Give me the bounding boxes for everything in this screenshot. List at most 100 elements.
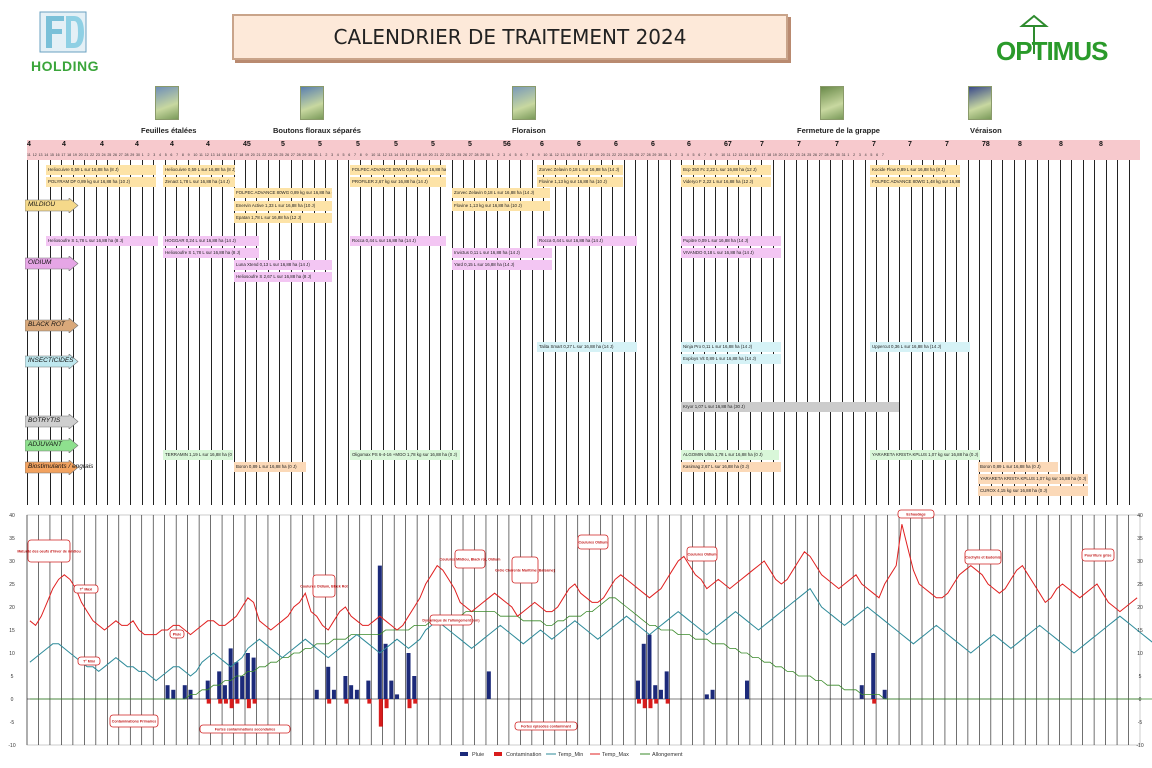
day-label: 26	[463, 153, 468, 157]
day-label: 2	[147, 153, 150, 157]
day-label: 14	[216, 153, 221, 157]
rain-bar	[343, 676, 348, 699]
y-tick-left: 25	[9, 582, 15, 588]
treatment-entry: Ninja Pro 0,11 L sur 16,88 ha (14 J)	[681, 342, 781, 352]
annotation-text: Maturité des oeufs d'hiver de mildiou	[17, 550, 80, 554]
day-label: 18	[239, 153, 244, 157]
grid-line	[841, 160, 843, 505]
grid-line	[417, 160, 419, 505]
day-label: 1	[141, 153, 144, 157]
day-label: 16	[577, 153, 582, 157]
grid-line	[956, 160, 958, 505]
grid-line	[543, 160, 545, 505]
contamination-bar	[344, 699, 349, 704]
annotation-box	[169, 629, 185, 639]
rain-bar	[486, 671, 491, 699]
rain-bar	[383, 643, 388, 699]
day-label: 14	[394, 153, 399, 157]
month-label: 5	[431, 141, 435, 148]
y-tick-right: 0	[1139, 697, 1142, 703]
grid-line	[887, 160, 889, 505]
grid-line	[749, 160, 751, 505]
fd-logo-icon	[39, 11, 87, 53]
grid-line	[944, 160, 946, 505]
rain-bar	[165, 685, 170, 699]
chart-annotation: Maturité des oeufs d'hiver de mildiou	[17, 539, 81, 563]
day-label: 6	[520, 153, 523, 157]
grid-line	[1105, 160, 1107, 505]
day-label: 22	[790, 153, 795, 157]
y-tick-right: 20	[1137, 605, 1143, 611]
treatment-entry: TERRAMIN 1,19 L sur 16,88 ha (0 J)	[163, 450, 233, 460]
contamination-bar	[246, 699, 251, 709]
day-label: 29	[652, 153, 657, 157]
category-label: BOTRYTIS	[28, 417, 61, 424]
month-label: 4	[135, 141, 139, 148]
contamination-bar	[229, 699, 234, 709]
grid-line	[1048, 160, 1050, 505]
stage-photo	[512, 86, 536, 120]
grid-line	[589, 160, 591, 505]
day-label: 22	[612, 153, 617, 157]
rain-bar	[366, 680, 371, 699]
treatment-entry: POLYRAM DF 0,89 kg sur 16,88 ha (10 J)	[46, 177, 156, 187]
category-arrow-icon	[24, 459, 79, 480]
chart-annotation: Pourriture grise	[1081, 548, 1115, 562]
chart-annotation: Coulures Oïdium	[577, 534, 609, 550]
stage-label: Floraison	[512, 126, 546, 135]
annotation-box	[312, 574, 336, 598]
day-label: 16	[55, 153, 60, 157]
treatment-entry: Heliosoufre S 2,67 L sur 16,88 ha (8 J)	[234, 272, 332, 282]
day-label: 15	[49, 153, 54, 157]
annotation-box	[686, 546, 718, 562]
treatment-entry: PROFILER 2,67 kg sur 16,88 ha (14 J)	[350, 177, 446, 187]
rain-bar	[871, 653, 876, 699]
rain-bar	[314, 689, 319, 699]
day-label: 16	[405, 153, 410, 157]
contamination-bar	[235, 699, 240, 704]
grid-line	[1013, 160, 1015, 505]
day-label: 16	[227, 153, 232, 157]
treatment-entry: Oligomax PS 6-4-16 +MGO 1,78 kg sur 16,8…	[350, 450, 460, 460]
y-tick-right: 5	[1139, 674, 1142, 680]
month-label: 4	[62, 141, 66, 148]
category-arrow-icon	[24, 197, 79, 218]
month-label: 8	[1018, 141, 1022, 148]
treatment-entry: Boron 0,89 L sur 16,88 ha (0 J)	[978, 462, 1058, 472]
day-label: 11	[726, 153, 731, 157]
day-label: 12	[204, 153, 209, 157]
grid-line	[27, 160, 28, 505]
plot-area	[26, 514, 1141, 746]
month-label: 7	[760, 141, 764, 148]
grid-line	[440, 160, 442, 505]
grid-line	[1059, 160, 1061, 505]
day-label: 20	[428, 153, 433, 157]
day-label: 7	[703, 153, 706, 157]
grid-line	[681, 160, 683, 505]
day-label: 13	[210, 153, 215, 157]
treatment-entry: FOLPEC ADVANCE 80WG 1,48 kg sur 16,88 ha…	[870, 177, 960, 187]
stage-photo	[820, 86, 844, 120]
day-label: 21	[256, 153, 261, 157]
day-label: 18	[589, 153, 594, 157]
day-label: 10	[371, 153, 376, 157]
chart-annotation: Fortes contaminations secondaires	[199, 724, 291, 734]
grid-line	[474, 160, 476, 505]
grid-line	[84, 160, 86, 505]
day-label: 1	[319, 153, 322, 157]
day-label: 12	[382, 153, 387, 157]
month-label: 8	[1099, 141, 1103, 148]
treatment-entry: Boron 0,89 L sur 16,88 ha (0 J)	[234, 462, 306, 472]
grid-line	[899, 160, 901, 505]
month-label: 6	[540, 141, 544, 148]
treatment-entry: Epatan 1,78 L sur 16,88 ha (12 J)	[234, 213, 332, 223]
day-label: 7	[881, 153, 884, 157]
day-label: 30	[835, 153, 840, 157]
month-label: 4	[206, 141, 210, 148]
month-label: 4	[170, 141, 174, 148]
annotation-box	[514, 721, 578, 731]
annotation-box	[897, 509, 935, 519]
grid-line	[703, 160, 705, 505]
grid-line	[726, 160, 728, 505]
treatment-entry: Pupitre 0,09 L sur 16,88 ha (14 J)	[681, 236, 781, 246]
